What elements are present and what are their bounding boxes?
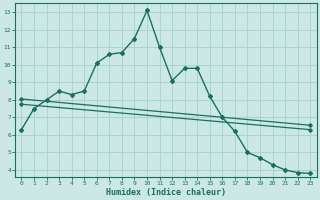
- X-axis label: Humidex (Indice chaleur): Humidex (Indice chaleur): [106, 188, 226, 197]
